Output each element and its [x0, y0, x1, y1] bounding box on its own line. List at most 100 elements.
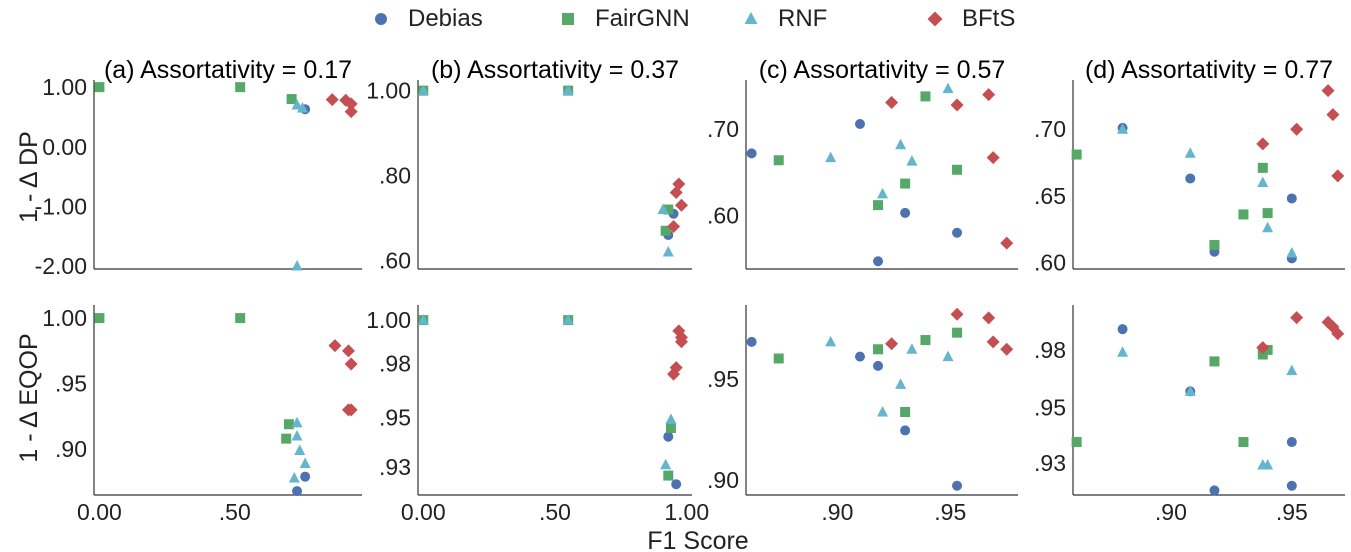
data-point-rnf [288, 471, 300, 483]
series-rnf [417, 314, 677, 470]
series-rnf [291, 99, 308, 271]
data-point-fairgnn [1071, 149, 1082, 160]
triangle-marker-icon [744, 12, 758, 24]
y-tick-label: 1.00 [42, 74, 87, 100]
data-point-rnf [299, 457, 311, 469]
data-point-debias [1209, 485, 1220, 496]
legend-entry-fairgnn: FairGNN [555, 4, 690, 34]
data-point-rnf [1117, 346, 1129, 357]
data-point-rnf [895, 378, 907, 389]
data-point-fairgnn [952, 164, 963, 175]
data-point-bfts [667, 367, 681, 381]
scatter-panel-2: (b) Assortativity = 0.37 1.00 .80 .60 [366, 56, 692, 274]
data-point-debias [292, 486, 303, 497]
data-point-bfts [344, 105, 358, 119]
data-point-bfts [1290, 311, 1304, 325]
data-point-rnf [1184, 147, 1196, 158]
scatter-panel-5: 1.00 .95 .90 0.00 .50 [42, 305, 362, 525]
series-bfts [325, 93, 358, 119]
panel-title: (d) Assortativity = 0.77 [1085, 56, 1333, 84]
data-point-fairgnn [665, 423, 676, 434]
data-point-rnf [906, 343, 918, 354]
data-point-bfts [1256, 137, 1270, 151]
data-point-rnf [291, 99, 303, 110]
legend-label: BFtS [962, 5, 1016, 32]
data-point-bfts [986, 151, 1000, 165]
data-point-debias [900, 207, 911, 218]
x-axis-label: F1 Score [647, 527, 748, 552]
data-point-bfts [982, 311, 996, 325]
data-point-fairgnn [94, 82, 105, 93]
y-axis-label-row-2: 1 - Δ EQOP [15, 333, 43, 462]
scatter-panel-7: .95 .90 .90 .95 [707, 305, 1018, 525]
data-point-debias [873, 256, 884, 267]
x-tick-label: .90 [1155, 499, 1187, 525]
data-point-bfts [344, 403, 358, 417]
data-point-fairgnn [1209, 356, 1220, 367]
y-tick-label: .95 [1034, 394, 1066, 420]
data-point-debias [1286, 193, 1297, 204]
data-point-fairgnn [286, 94, 297, 105]
data-point-debias [1185, 173, 1196, 184]
data-point-debias [873, 360, 884, 371]
legend-entry-bfts: BFtS [922, 4, 1015, 34]
data-point-debias [952, 227, 963, 238]
data-point-bfts [344, 357, 358, 371]
data-point-rnf [296, 102, 308, 113]
x-tick-label: .50 [539, 499, 571, 525]
data-point-rnf [825, 151, 837, 163]
circle-marker-icon [375, 13, 387, 25]
data-point-fairgnn [773, 155, 784, 166]
x-tick-label: 0.00 [77, 499, 122, 525]
panel-title: (b) Assortativity = 0.37 [431, 56, 679, 84]
data-point-fairgnn [1257, 162, 1268, 173]
data-point-fairgnn [94, 313, 105, 324]
series-fairgnn [418, 85, 674, 236]
data-point-debias [854, 119, 865, 130]
data-point-bfts [1321, 84, 1335, 98]
data-point-bfts [674, 198, 688, 212]
y-tick-label: .60 [379, 248, 411, 274]
series-debias [746, 336, 963, 491]
data-point-rnf [942, 350, 954, 362]
series-fairgnn [94, 82, 297, 105]
series-fairgnn [418, 315, 676, 481]
series-debias [292, 471, 311, 497]
data-point-bfts [1326, 108, 1340, 122]
data-point-rnf [906, 155, 918, 166]
legend-entry-debias: Debias [368, 4, 483, 34]
data-point-fairgnn [920, 91, 931, 102]
data-point-bfts [667, 220, 681, 234]
data-point-bfts [950, 98, 964, 112]
data-point-bfts [1256, 341, 1270, 355]
data-point-bfts [950, 307, 964, 321]
series-fairgnn [773, 91, 963, 211]
data-point-rnf [877, 405, 889, 417]
data-point-rnf [665, 413, 677, 424]
y-tick-label: 1.00 [42, 305, 87, 331]
panels: (a) Assortativity = 0.17 1.00 0.00 -1.00 -2.… [35, 56, 1345, 525]
data-point-fairgnn [1262, 208, 1273, 219]
data-point-bfts [1000, 236, 1014, 250]
data-point-debias [952, 480, 963, 491]
data-point-rnf [942, 82, 954, 94]
data-point-rnf [1257, 176, 1269, 187]
data-point-bfts [1331, 327, 1345, 341]
series-rnf [288, 416, 311, 483]
y-tick-label: .98 [1034, 337, 1066, 363]
data-point-rnf [660, 458, 672, 470]
y-tick-label: 0.00 [42, 134, 87, 160]
series-fairgnn [94, 313, 294, 444]
series-rnf [1117, 123, 1298, 258]
x-tick-label: .95 [1276, 499, 1308, 525]
series-bfts [1256, 84, 1345, 183]
data-point-debias [900, 425, 911, 436]
data-point-debias [1117, 324, 1128, 335]
data-point-fairgnn [773, 353, 784, 364]
y-tick-label: .93 [1034, 450, 1066, 476]
data-point-fairgnn [900, 178, 911, 189]
data-point-fairgnn [1262, 344, 1273, 355]
data-point-bfts [344, 97, 358, 111]
data-point-fairgnn [663, 470, 674, 481]
data-point-bfts [1000, 342, 1014, 356]
